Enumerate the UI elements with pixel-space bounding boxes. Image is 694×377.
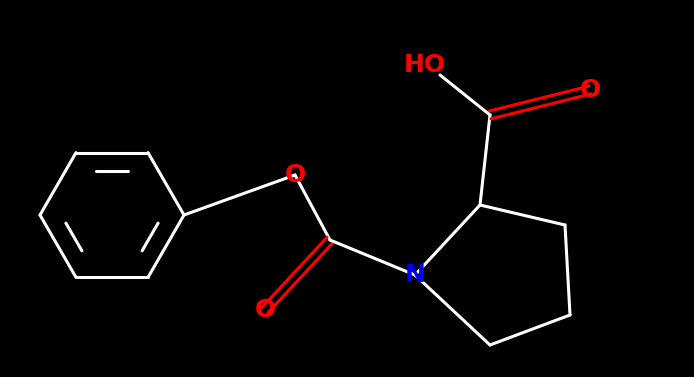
- Text: HO: HO: [404, 53, 446, 77]
- Text: O: O: [255, 298, 276, 322]
- Text: O: O: [579, 78, 600, 102]
- Text: N: N: [405, 263, 425, 287]
- Text: O: O: [285, 163, 305, 187]
